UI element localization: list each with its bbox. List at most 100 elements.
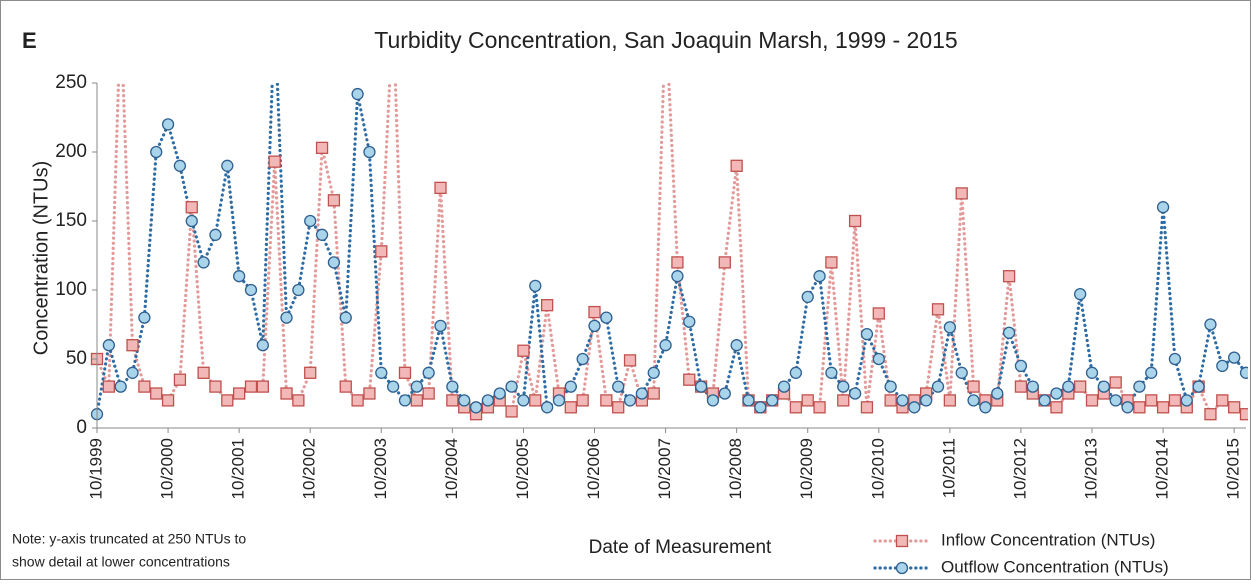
data-point xyxy=(1205,319,1216,330)
data-point xyxy=(388,381,399,392)
x-tick-label: 10/2015 xyxy=(1224,438,1243,499)
data-point xyxy=(423,388,434,399)
data-point xyxy=(447,395,458,406)
data-point xyxy=(1039,395,1050,406)
x-tick-label: 10/2014 xyxy=(1153,438,1172,499)
data-point xyxy=(1051,388,1062,399)
x-tick-label: 10/2007 xyxy=(655,438,674,499)
data-point xyxy=(293,395,304,406)
data-point xyxy=(127,340,138,351)
data-point xyxy=(376,246,387,257)
data-point xyxy=(151,147,162,158)
data-point xyxy=(625,355,636,366)
data-point xyxy=(577,395,588,406)
data-point xyxy=(1169,354,1180,365)
data-point xyxy=(1181,395,1192,406)
data-point xyxy=(921,395,932,406)
data-point xyxy=(861,402,872,413)
data-point xyxy=(1015,381,1026,392)
data-point xyxy=(328,195,339,206)
data-point xyxy=(293,285,304,296)
data-point xyxy=(186,202,197,213)
data-point xyxy=(790,367,801,378)
data-point xyxy=(719,388,730,399)
data-point xyxy=(1075,381,1086,392)
data-point xyxy=(684,374,695,385)
data-point xyxy=(399,395,410,406)
data-point xyxy=(234,388,245,399)
data-point xyxy=(1027,381,1038,392)
data-point xyxy=(1217,395,1228,406)
x-tick-label: 10/2006 xyxy=(584,438,603,499)
y-tick-label: 150 xyxy=(55,210,87,231)
data-point xyxy=(814,402,825,413)
data-point xyxy=(506,381,517,392)
data-point xyxy=(482,395,493,406)
data-point xyxy=(992,388,1003,399)
data-point xyxy=(613,381,624,392)
data-point xyxy=(340,381,351,392)
data-point xyxy=(530,395,541,406)
data-point xyxy=(826,367,837,378)
data-point xyxy=(198,257,209,268)
data-point xyxy=(1122,402,1133,413)
data-point xyxy=(198,367,209,378)
data-point xyxy=(459,395,470,406)
data-point xyxy=(186,216,197,227)
data-point xyxy=(411,381,422,392)
data-point xyxy=(435,182,446,193)
data-point xyxy=(494,388,505,399)
data-point xyxy=(553,395,564,406)
y-tick-label: 50 xyxy=(66,348,87,369)
data-point xyxy=(1110,395,1121,406)
data-point xyxy=(518,395,529,406)
x-axis-title: Date of Measurement xyxy=(589,537,772,558)
data-point xyxy=(838,395,849,406)
data-point xyxy=(1169,395,1180,406)
data-point xyxy=(542,402,553,413)
data-point xyxy=(861,329,872,340)
note: show detail at lower concentrations xyxy=(12,554,230,570)
data-point xyxy=(897,395,908,406)
data-point xyxy=(944,395,955,406)
data-point xyxy=(956,367,967,378)
legend-label: Inflow Concentration (NTUs) xyxy=(941,530,1155,549)
data-point xyxy=(305,216,316,227)
data-point xyxy=(518,345,529,356)
data-point xyxy=(873,308,884,319)
data-point xyxy=(340,312,351,323)
data-point xyxy=(909,402,920,413)
data-point xyxy=(648,367,659,378)
data-point xyxy=(672,271,683,282)
data-point xyxy=(222,395,233,406)
data-point xyxy=(731,340,742,351)
data-point xyxy=(589,307,600,318)
data-point xyxy=(1158,402,1169,413)
data-point xyxy=(1146,395,1157,406)
data-point xyxy=(1205,409,1216,420)
data-point xyxy=(328,257,339,268)
data-point xyxy=(944,322,955,333)
y-tick-label: 0 xyxy=(76,417,87,438)
data-point xyxy=(850,216,861,227)
data-point xyxy=(1229,352,1240,363)
data-point xyxy=(1087,395,1098,406)
data-point xyxy=(1134,402,1145,413)
data-point xyxy=(352,395,363,406)
data-point xyxy=(933,381,944,392)
data-point xyxy=(601,395,612,406)
note: Note: y-axis truncated at 250 NTUs to xyxy=(12,531,246,547)
x-tick-label: 10/2012 xyxy=(1010,438,1029,499)
data-point xyxy=(1098,381,1109,392)
data-point xyxy=(814,271,825,282)
data-point xyxy=(625,395,636,406)
data-point xyxy=(565,402,576,413)
x-tick-label: 10/2003 xyxy=(371,438,390,499)
data-point xyxy=(1229,402,1240,413)
data-point xyxy=(376,367,387,378)
data-point xyxy=(1087,367,1098,378)
data-point xyxy=(1015,360,1026,371)
data-point xyxy=(696,381,707,392)
x-tick-label: 10/2005 xyxy=(513,438,532,499)
